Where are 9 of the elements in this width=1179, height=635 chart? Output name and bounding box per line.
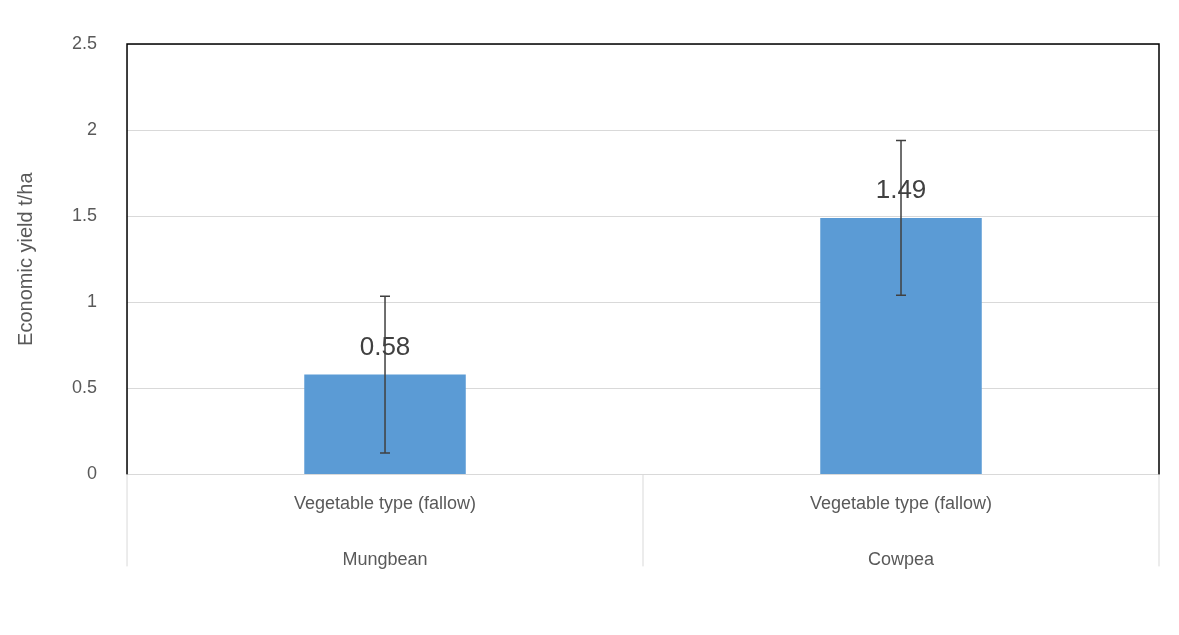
category-label: Vegetable type (fallow) Mungbean xyxy=(293,493,477,570)
y-tick-label: 0 xyxy=(87,463,98,484)
y-tick-label: 0.5 xyxy=(71,377,98,398)
y-tick-label: 2 xyxy=(87,119,98,140)
y-axis-title: Economic yield t/ha xyxy=(13,171,36,346)
y-tick-label: 2.5 xyxy=(71,32,98,53)
y-tick-label: 1.5 xyxy=(71,205,98,226)
category-label: Vegetable type (fallow) Cowpea xyxy=(809,493,993,570)
y-tick-label: 1 xyxy=(87,291,98,312)
